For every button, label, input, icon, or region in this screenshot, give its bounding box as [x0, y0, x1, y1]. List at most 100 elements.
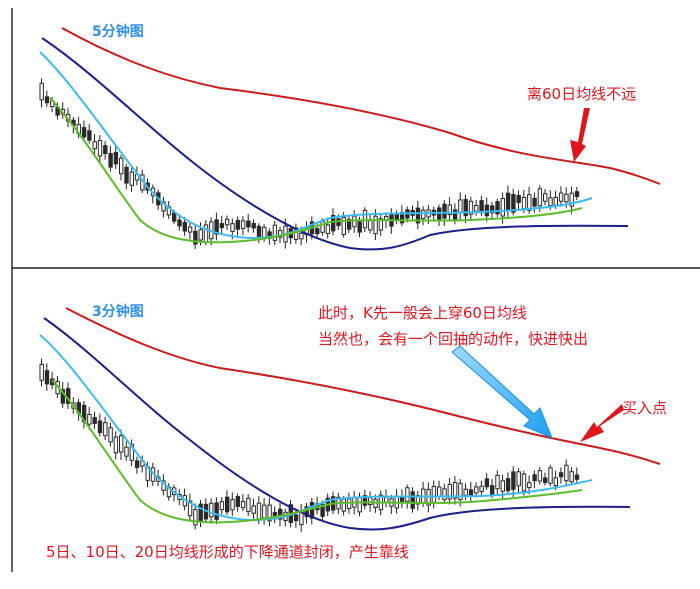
candle-body	[447, 204, 453, 216]
candle-body	[558, 192, 564, 202]
candle-body	[225, 496, 230, 513]
panel-5min: 5分钟图 离60日均线不远	[39, 23, 661, 251]
candle-body	[209, 502, 214, 518]
candle-body	[267, 504, 272, 522]
candle-body	[325, 224, 331, 234]
candle-body	[521, 473, 527, 492]
candle-body	[240, 220, 246, 229]
candle-body	[421, 209, 426, 220]
candle-body	[124, 446, 129, 457]
candle-body	[251, 505, 256, 514]
candle-body	[39, 363, 44, 381]
candle-body	[505, 478, 511, 492]
candle-body	[230, 223, 235, 232]
candle-body	[108, 427, 113, 443]
candle-body	[92, 141, 97, 150]
candle-body	[378, 218, 384, 231]
candle-body	[463, 488, 468, 496]
candle-body	[442, 203, 447, 219]
candle-body	[198, 229, 203, 241]
candle-body	[500, 198, 506, 217]
candle-body	[193, 230, 198, 245]
candle-body	[262, 226, 267, 238]
candle-body	[574, 474, 580, 480]
candle-body	[161, 201, 166, 212]
candle-body	[474, 486, 479, 494]
candle-body	[129, 171, 135, 186]
ma10-line	[39, 51, 593, 240]
candle-body	[543, 193, 548, 202]
candle-body	[511, 471, 516, 490]
candle-body	[119, 157, 124, 175]
candle-body	[405, 487, 410, 502]
candle-body	[346, 218, 352, 230]
candle-body	[357, 496, 362, 513]
candle-body	[87, 130, 92, 141]
candle-body	[564, 464, 569, 482]
candle-body	[278, 508, 283, 520]
candle-body	[113, 436, 119, 454]
candle-body	[81, 127, 87, 138]
candle-body	[532, 474, 537, 482]
candle-body	[548, 467, 553, 484]
candle-body	[468, 489, 474, 496]
ma5-line	[51, 379, 583, 524]
candle-body	[309, 501, 315, 519]
candle-body	[500, 480, 506, 492]
candle-body	[368, 497, 373, 506]
candle-body	[368, 220, 373, 231]
ma60-line	[65, 307, 661, 465]
candle-body	[193, 509, 198, 526]
candle-body	[240, 501, 246, 509]
candle-body	[44, 96, 50, 104]
candle-body	[452, 209, 458, 220]
candle-body	[124, 166, 129, 184]
candle-body	[362, 495, 368, 506]
candle-body	[553, 196, 558, 206]
candle-body	[103, 145, 108, 155]
candle-body	[532, 197, 537, 207]
candle-body	[92, 417, 97, 424]
candle-body	[278, 230, 283, 238]
candle-body	[442, 488, 447, 500]
candle-body	[341, 217, 347, 236]
candle-body	[235, 219, 241, 230]
candle-body	[527, 194, 532, 211]
candle-body	[44, 370, 50, 385]
candle-body	[39, 82, 44, 101]
candle-body	[187, 500, 193, 517]
buy-point-arrow	[580, 404, 624, 442]
ma5-line	[49, 97, 583, 244]
candle-body	[431, 486, 437, 503]
candle-body	[516, 195, 521, 203]
candle-body	[119, 435, 124, 453]
candle-body	[108, 152, 113, 168]
ma20-line	[43, 317, 631, 531]
candle-body	[474, 205, 479, 212]
candle-body	[437, 207, 442, 222]
candle-body	[299, 232, 304, 240]
candle-body	[357, 221, 362, 233]
annotation-text-1: 此时，K先一般会上穿60日均线	[318, 304, 527, 322]
candle-body	[495, 474, 500, 490]
candle-body	[219, 501, 225, 511]
candle-body	[103, 422, 108, 437]
candle-body	[225, 218, 230, 226]
candle-body	[262, 504, 267, 519]
candle-body	[484, 204, 490, 217]
candle-body	[256, 502, 262, 521]
annotation-arrow	[570, 108, 590, 162]
candle-body	[415, 207, 421, 224]
candle-body	[553, 477, 558, 487]
candle-body	[452, 482, 458, 499]
candle-body	[447, 483, 453, 500]
candle-body	[172, 212, 177, 222]
candle-body	[527, 482, 532, 489]
candle-body	[230, 499, 235, 511]
candle-body	[304, 506, 309, 518]
candle-body	[458, 199, 463, 214]
annotation-text: 离60日均线不远	[527, 85, 636, 103]
buy-point-label: 买入点	[622, 399, 667, 417]
panel-title: 3分钟图	[92, 303, 144, 320]
candle-body	[479, 485, 484, 492]
